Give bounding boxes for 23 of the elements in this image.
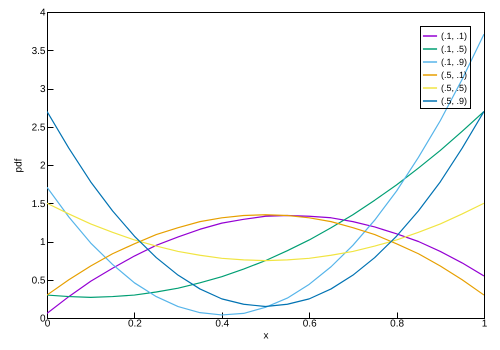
line-series — [47, 214, 484, 296]
legend-label: (.1, .9) — [441, 57, 468, 67]
line-series — [47, 214, 484, 314]
x-axis-title: x — [264, 330, 268, 342]
x-tick-label: 0.4 — [215, 318, 230, 330]
y-tick-label: 4 — [40, 8, 46, 18]
legend-label: (.5, .5) — [441, 83, 468, 93]
legend-label: (.1, .5) — [441, 44, 468, 54]
y-tick-label: 2 — [40, 160, 46, 172]
line-series — [47, 34, 484, 316]
y-tick-label: 0.5 — [32, 275, 46, 286]
x-tick-label: 0.6 — [302, 318, 318, 330]
y-tick-label: 2.5 — [32, 122, 46, 134]
y-tick-label: 3.5 — [32, 46, 46, 57]
x-tick-label: 0.2 — [128, 318, 142, 330]
line-series — [47, 202, 484, 262]
y-axis-title: pdf — [14, 158, 25, 172]
y-tick-label: 1.5 — [32, 198, 46, 210]
legend-label: (.1, .1) — [441, 31, 468, 41]
x-tick-label: 1 — [482, 318, 488, 330]
y-tick-label: 1 — [40, 237, 46, 248]
y-tick-label: 3 — [40, 84, 46, 95]
x-tick-label: 0.8 — [390, 318, 404, 330]
